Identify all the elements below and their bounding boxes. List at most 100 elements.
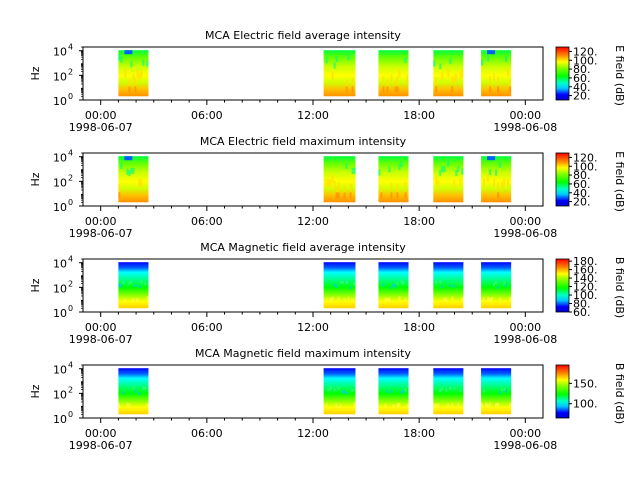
x-tick-label: 12:00 (297, 427, 329, 440)
spectrogram-segment (323, 156, 356, 203)
spectrogram-segment (323, 50, 356, 97)
colorbar-label: E field (dB) (613, 45, 626, 106)
colorbar-tick-label: 120. (573, 151, 598, 164)
y-tick-label: 10 (53, 307, 67, 320)
y-tick-label: 10 (53, 176, 67, 189)
colorbar: 20.40.60.80.100.120. E field (dB) (555, 151, 626, 212)
y-tick-label: 10 (53, 388, 67, 401)
spectrogram-segment (433, 156, 464, 203)
x-tick-label: 06:00 (191, 427, 223, 440)
spectrogram-segment (323, 368, 356, 415)
plot-frame (82, 46, 544, 101)
colorbar-tick-label: 100. (573, 289, 598, 302)
y-tick-exponent: 4 (68, 255, 73, 264)
x-tick-label: 18:00 (403, 321, 435, 334)
spectrogram-segment (481, 50, 512, 97)
colorbar-label: B field (dB) (613, 363, 626, 424)
spectrogram-segment (378, 50, 409, 97)
spectrogram-segment (433, 368, 464, 415)
plot-frame (82, 364, 544, 419)
y-tick-exponent: 4 (68, 43, 73, 52)
spectrogram-segment (481, 156, 512, 203)
spectrogram-segment (378, 368, 409, 415)
spectrogram-segment (378, 156, 409, 203)
colorbar-tick-label: 80. (573, 298, 591, 311)
x-tick-label: 00:00 (509, 321, 541, 334)
spectrogram-segment (378, 262, 409, 309)
colorbar-tick-label: 20. (573, 90, 591, 103)
x-tick-label: 00:00 (85, 321, 117, 334)
y-tick-label: 10 (53, 70, 67, 83)
panel-title: MCA Electric field maximum intensity (200, 135, 407, 148)
y-axis-label: Hz (29, 172, 42, 186)
x-date-label: 1998-06-08 (493, 227, 557, 240)
colorbar-tick-label: 160. (573, 264, 598, 277)
x-tick-label: 00:00 (85, 109, 117, 122)
colorbar: 100. 150. B field (dB) (555, 363, 626, 424)
y-tick-label: 10 (53, 201, 67, 214)
x-tick-label: 12:00 (297, 109, 329, 122)
x-date-label: 1998-06-07 (69, 121, 133, 134)
x-date-label: 1998-06-07 (69, 227, 133, 240)
x-date-label: 1998-06-08 (493, 333, 557, 346)
y-tick-exponent: 0 (68, 304, 73, 313)
colorbar-tick-label: 120. (573, 45, 598, 58)
colorbar-tick-label: 80. (573, 63, 591, 76)
x-tick-label: 18:00 (403, 215, 435, 228)
x-tick-label: 06:00 (191, 321, 223, 334)
x-tick-label: 00:00 (509, 427, 541, 440)
colorbar-tick-label: 60. (573, 72, 591, 85)
y-tick-exponent: 2 (68, 67, 73, 76)
colorbar-tick-label: 40. (573, 187, 591, 200)
x-tick-label: 06:00 (191, 109, 223, 122)
spectrogram-segment (118, 368, 149, 415)
y-axis-label: Hz (29, 384, 42, 398)
y-tick-exponent: 2 (68, 173, 73, 182)
x-tick-label: 18:00 (403, 427, 435, 440)
colorbar-tick-label: 100. (573, 160, 598, 173)
panel-3: MCA Magnetic field average intensity Hz 10… (29, 241, 626, 346)
y-tick-exponent: 0 (68, 410, 73, 419)
colorbar-tick-label: 40. (573, 81, 591, 94)
x-date-label: 1998-06-07 (69, 333, 133, 346)
spectrogram-segment (118, 156, 149, 203)
panel-title: MCA Magnetic field average intensity (200, 241, 406, 254)
y-tick-label: 10 (53, 364, 67, 377)
x-tick-label: 00:00 (85, 427, 117, 440)
colorbar: 60.80.100.120.140.160.180. B field (dB) (555, 255, 626, 319)
y-tick-label: 10 (53, 413, 67, 426)
x-tick-label: 18:00 (403, 109, 435, 122)
colorbar-tick-label: 60. (573, 306, 591, 319)
colorbar-tick-label: 150. (573, 377, 598, 390)
spectrogram-segment (481, 368, 512, 415)
panel-title: MCA Electric field average intensity (205, 29, 401, 42)
panel-title: MCA Magnetic field maximum intensity (195, 347, 411, 360)
colorbar-label: E field (dB) (613, 151, 626, 212)
colorbar-tick-label: 100. (573, 54, 598, 67)
x-date-label: 1998-06-07 (69, 439, 133, 452)
x-tick-label: 00:00 (509, 215, 541, 228)
x-date-label: 1998-06-08 (493, 121, 557, 134)
y-tick-label: 10 (53, 95, 67, 108)
x-tick-label: 00:00 (85, 215, 117, 228)
y-tick-exponent: 0 (68, 92, 73, 101)
spectrogram-segment (433, 50, 464, 97)
colorbar-tick-label: 120. (573, 281, 598, 294)
colorbar: 20.40.60.80.100.120. E field (dB) (555, 45, 626, 106)
y-tick-exponent: 4 (68, 149, 73, 158)
colorbar-tick-label: 100. (573, 398, 598, 411)
y-axis-label: Hz (29, 278, 42, 292)
x-tick-label: 12:00 (297, 215, 329, 228)
x-date-label: 1998-06-08 (493, 439, 557, 452)
panel-4: MCA Magnetic field maximum intensity Hz 10… (29, 347, 626, 452)
y-tick-label: 10 (53, 282, 67, 295)
y-tick-exponent: 2 (68, 385, 73, 394)
x-tick-label: 06:00 (191, 215, 223, 228)
y-tick-exponent: 4 (68, 361, 73, 370)
colorbar-tick-label: 20. (573, 196, 591, 209)
y-tick-exponent: 0 (68, 198, 73, 207)
plot-frame (82, 258, 544, 313)
panel-1: MCA Electric field average intensity Hz 10… (29, 29, 626, 134)
spectrogram-segment (481, 262, 512, 309)
